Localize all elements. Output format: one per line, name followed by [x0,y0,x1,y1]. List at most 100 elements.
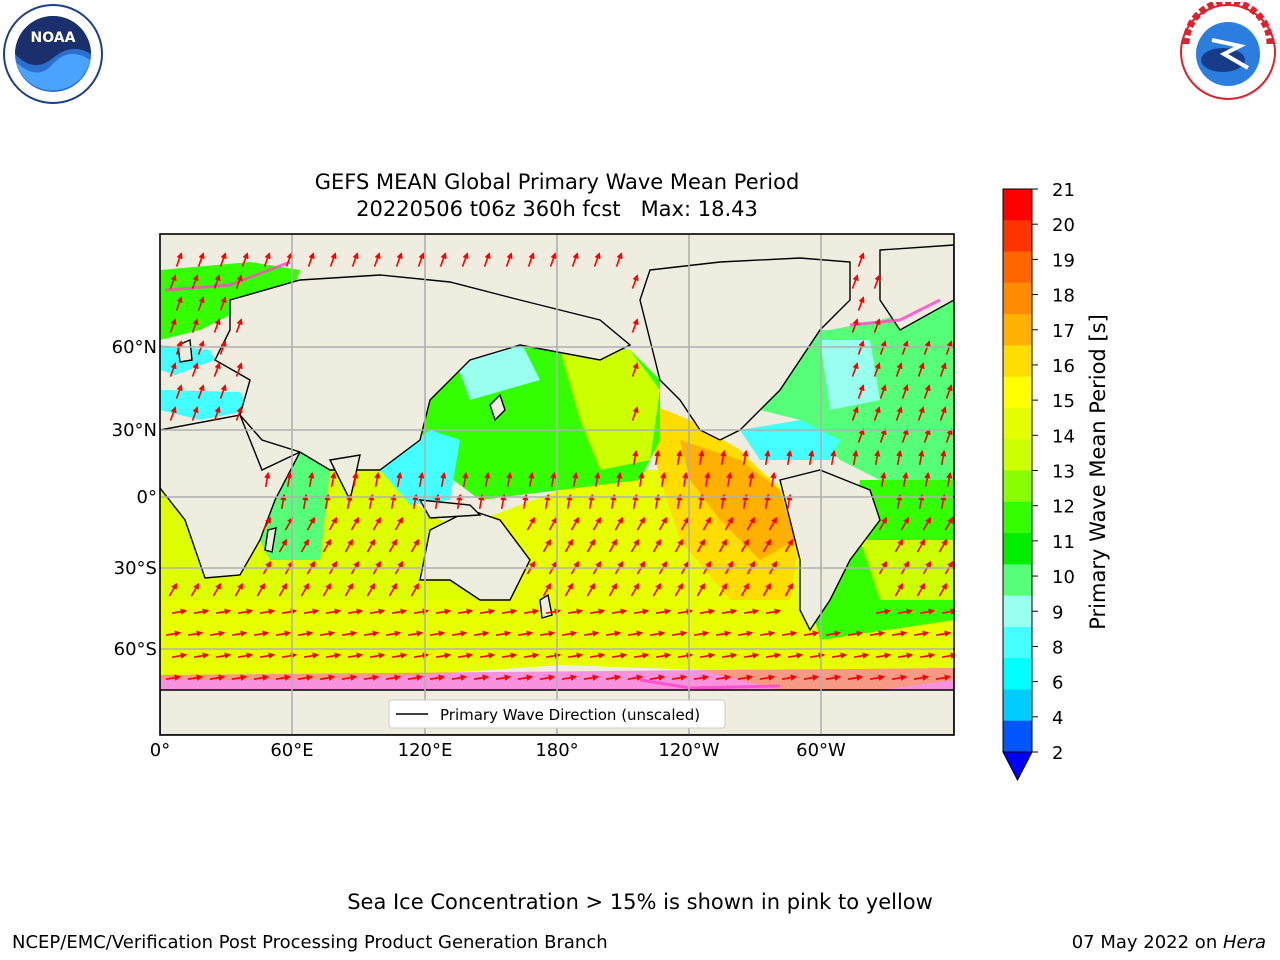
colorbar-tick-label: 21 [1052,180,1075,201]
direction-arrow [235,274,243,289]
direction-arrow [764,449,771,466]
direction-arrow [373,252,381,267]
direction-arrow [303,652,320,659]
direction-arrow [197,252,205,267]
direction-arrow [803,630,820,637]
direction-arrow [720,449,727,466]
direction-arrow [676,449,683,466]
direction-arrow [418,471,425,488]
direction-arrow [308,471,315,488]
direction-arrow [523,608,540,615]
direction-arrow [165,630,182,637]
direction-arrow [262,516,272,531]
direction-arrow [571,252,579,267]
direction-arrow [586,538,596,553]
direction-arrow [652,538,662,553]
direction-arrow [168,582,178,597]
direction-arrow [495,630,512,637]
direction-arrow [344,538,354,553]
direction-arrow [674,582,684,597]
direction-arrow [391,652,408,659]
chart-subtitle: 20220506 t06z 360h fcst Max: 18.43 [356,197,758,221]
direction-arrow [407,674,424,681]
y-tick-label: 0° [137,487,157,508]
y-tick-label: 30°S [114,558,157,579]
direction-arrow [901,428,909,443]
direction-arrow [784,582,794,597]
direction-arrow [278,538,288,553]
direction-arrow [654,449,661,466]
direction-arrow [197,340,205,355]
direction-arrow [281,608,298,615]
x-tick-label: 120°W [658,740,719,761]
direction-arrow [847,630,864,637]
direction-arrow [631,406,639,421]
direction-arrow [526,516,536,531]
direction-arrow [286,471,293,488]
direction-arrow [693,630,710,637]
direction-arrow [542,582,552,597]
y-tick-label: 60°N [112,337,157,358]
direction-arrow [212,582,222,597]
direction-arrow [851,406,859,421]
direction-arrow [417,252,425,267]
direction-arrow [939,406,947,421]
direction-arrow [721,608,738,615]
direction-arrow [350,516,360,531]
direction-arrow [169,362,177,377]
direction-arrow [319,674,336,681]
direction-arrow [781,674,798,681]
direction-arrow [594,471,601,488]
colorbar-tick-label: 9 [1052,602,1063,623]
direction-arrow [369,652,386,659]
direction-arrow [215,608,232,615]
direction-arrow [726,471,733,488]
direction-arrow [680,516,690,531]
direction-arrow [718,582,728,597]
colorbar-segment [1003,220,1032,253]
direction-arrow [737,630,754,637]
direction-arrow [193,608,210,615]
direction-arrow [457,652,474,659]
direction-arrow [539,630,556,637]
direction-arrow [385,674,402,681]
direction-arrow [440,471,447,488]
direction-arrow [939,362,947,377]
direction-arrow [473,630,490,637]
direction-arrow [341,630,358,637]
direction-arrow [765,608,782,615]
direction-arrow [660,471,667,488]
x-tick-label: 60°E [270,740,313,761]
direction-arrow [352,471,359,488]
direction-arrow [213,318,221,333]
direction-arrow [608,582,618,597]
direction-arrow [696,538,706,553]
direction-arrow [297,674,314,681]
direction-arrow [325,608,342,615]
direction-arrow [281,652,298,659]
direction-arrow [219,384,227,399]
direction-arrow [548,516,558,531]
direction-arrow [857,384,865,399]
colorbar-tick-label: 16 [1052,356,1075,377]
direction-arrow [241,252,249,267]
direction-arrow [187,630,204,637]
direction-arrow [435,608,452,615]
direction-arrow [187,674,204,681]
direction-arrow [614,516,624,531]
direction-arrow [851,318,859,333]
direction-arrow [165,674,182,681]
direction-arrow [385,630,402,637]
direction-arrow [593,252,601,267]
direction-arrow [724,516,734,531]
direction-arrow [759,674,776,681]
direction-arrow [631,318,639,333]
direction-arrow [523,652,540,659]
nws-logo [1180,2,1276,100]
direction-arrow [237,652,254,659]
direction-arrow [830,449,837,466]
y-tick-label: 60°S [114,639,157,660]
direction-arrow [567,652,584,659]
colorbar-segment [1003,720,1032,753]
gridlines [160,234,954,735]
